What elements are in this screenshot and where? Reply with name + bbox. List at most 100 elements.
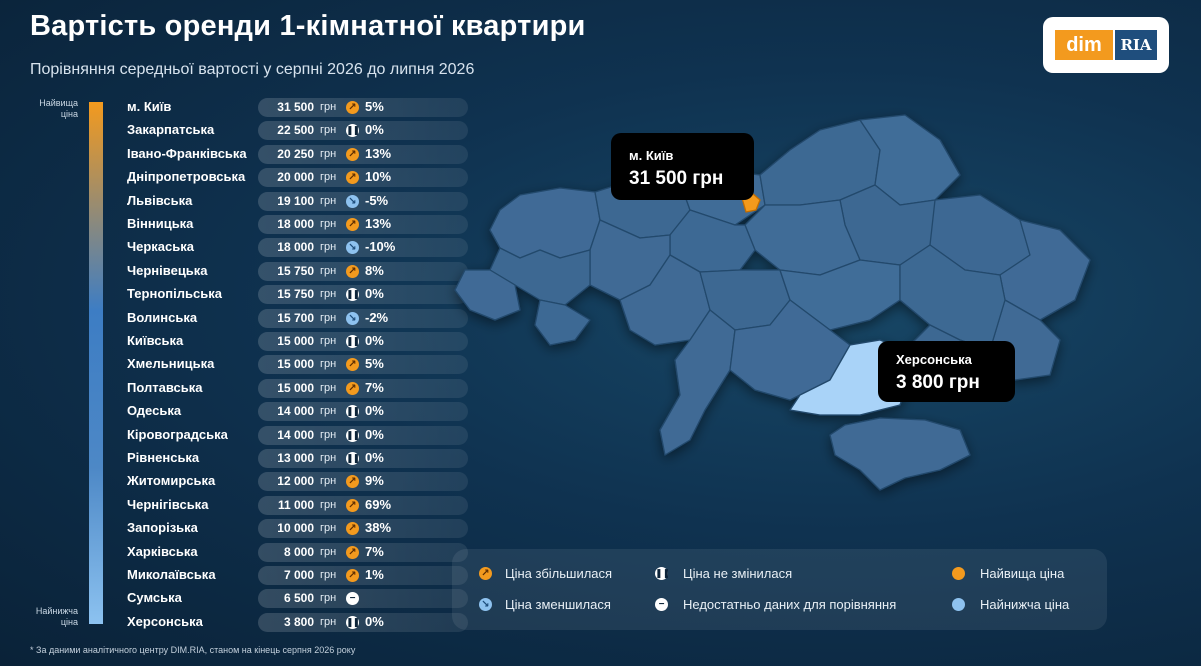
region-row: Херсонська 3 800 грн ❚❚ 0% (120, 611, 468, 633)
currency-unit: грн (320, 311, 337, 324)
currency-unit: грн (320, 358, 337, 371)
minus-icon: − (655, 598, 668, 611)
currency-unit: грн (320, 124, 337, 137)
ukraine-map (454, 114, 1091, 491)
region-price: 15 750 (277, 287, 314, 302)
currency-unit: грн (320, 428, 337, 441)
callout-kyiv-price: 31 500 грн (629, 168, 724, 189)
price-pill (258, 589, 468, 609)
region-row: Волинська 15 700 грн ↘ -2% (120, 307, 468, 329)
region-price: 22 500 (277, 123, 314, 138)
legend-same-label: Ціна не змінилася (683, 566, 793, 581)
price-change: 5% (365, 99, 384, 114)
callout-kherson-name: Херсонська (896, 352, 972, 367)
region-row: Чернігівська 11 000 грн ↗ 69% (120, 494, 468, 516)
region-row: Харківська 8 000 грн ↗ 7% (120, 541, 468, 563)
region-price: 20 250 (277, 146, 314, 161)
region-price: 31 500 (277, 100, 314, 114)
region-name: Закарпатська (127, 122, 215, 138)
region-row: Івано-Франківська 20 250 грн ↗ 13% (120, 143, 468, 165)
region-row: Одеська 14 000 грн ❚❚ 0% (120, 400, 468, 422)
pause-icon: ❚❚ (346, 288, 360, 302)
currency-unit: грн (320, 101, 337, 113)
legend-na-label: Недостатньо даних для порівняння (683, 597, 897, 612)
map-region (534, 299, 591, 346)
currency-unit: грн (320, 218, 337, 230)
region-price: 18 000 (277, 217, 314, 231)
region-price: 15 750 (277, 263, 314, 278)
region-row: Вінницька 18 000 грн ↗ 13% (120, 213, 468, 235)
price-pill (258, 402, 468, 422)
region-price: 19 100 (277, 193, 314, 208)
arrow-up-right-icon: ↗ (346, 381, 359, 395)
highest-price-dot-icon (952, 567, 965, 580)
price-change: 0% (365, 122, 384, 138)
price-pill (258, 144, 468, 164)
arrow-down-right-icon: ↘ (346, 194, 359, 208)
region-name: Хмельницька (127, 356, 215, 372)
pause-icon: ❚❚ (346, 615, 360, 629)
region-row: Миколаївська 7 000 грн ↗ 1% (120, 564, 468, 586)
region-name: Чернігівська (127, 496, 209, 512)
currency-unit: грн (320, 545, 337, 558)
currency-unit: грн (320, 475, 337, 488)
dim-ria-logo[interactable]: dim RIA (1043, 17, 1169, 73)
region-name: Дніпропетровська (127, 169, 246, 185)
region-price: 3 800 (283, 614, 314, 629)
arrow-down-right-icon: ↘ (479, 598, 492, 611)
currency-unit: грн (320, 452, 337, 464)
map-region-crimea (829, 417, 971, 491)
price-change: 7% (365, 543, 384, 559)
region-price: 15 000 (277, 357, 314, 372)
currency-unit: грн (320, 264, 337, 277)
region-price: 15 000 (277, 334, 314, 348)
region-name: Одеська (127, 403, 182, 419)
region-name: Київська (127, 333, 184, 348)
arrow-up-right-icon: ↗ (346, 545, 359, 559)
currency-unit: грн (320, 498, 337, 511)
region-row: Сумська 6 500 грн − (120, 587, 468, 609)
price-change: 8% (365, 262, 384, 278)
price-pill (258, 566, 468, 585)
region-price: 15 000 (277, 380, 314, 395)
region-row: Чернівецька 15 750 грн ↗ 8% (120, 260, 468, 282)
region-name: Кіровоградська (127, 426, 228, 442)
map-region (454, 269, 521, 321)
price-change: 0% (365, 426, 384, 442)
price-change: 7% (365, 379, 384, 395)
region-name: Житомирська (127, 473, 216, 489)
price-change: 9% (365, 473, 384, 489)
lowest-price-dot-icon (952, 598, 965, 611)
region-name: Запорізька (127, 520, 198, 536)
currency-unit: грн (320, 147, 337, 160)
region-row: Тернопільська 15 750 грн ❚❚ 0% (120, 283, 468, 305)
region-price: 10 000 (277, 521, 314, 536)
region-name: Львівська (127, 192, 193, 208)
arrow-up-right-icon: ↗ (479, 567, 492, 580)
currency-unit: грн (320, 522, 337, 535)
logo-dim-text: dim (1055, 30, 1113, 60)
footnote: * За даними аналітичного центру DIM.RIA,… (30, 645, 356, 655)
map-region (659, 309, 736, 456)
price-pill (258, 238, 468, 258)
region-name: Полтавська (127, 379, 203, 395)
region-price: 14 000 (277, 427, 314, 442)
callout-kyiv-name: м. Київ (629, 148, 674, 163)
pause-icon: ❚❚ (346, 405, 360, 419)
legend-down-label: Ціна зменшилася (505, 597, 611, 612)
arrow-up-right-icon: ↗ (346, 475, 359, 489)
page-subtitle: Порівняння середньої вартості у серпні 2… (30, 61, 475, 78)
arrow-up-right-icon: ↗ (346, 498, 359, 512)
region-price: 7 000 (283, 568, 314, 582)
region-price: 18 000 (277, 240, 314, 255)
price-change: 13% (365, 145, 392, 161)
pause-icon: ❚❚ (655, 567, 671, 580)
arrow-up-right-icon: ↗ (346, 147, 359, 161)
price-pill (258, 191, 468, 211)
price-pill (258, 285, 468, 305)
callout-kyiv: м. Київ 31 500 грн (611, 133, 754, 200)
price-pill (258, 519, 468, 539)
price-pill (258, 261, 468, 281)
region-row: Львівська 19 100 грн ↘ -5% (120, 190, 468, 212)
price-change: 69% (365, 496, 392, 512)
